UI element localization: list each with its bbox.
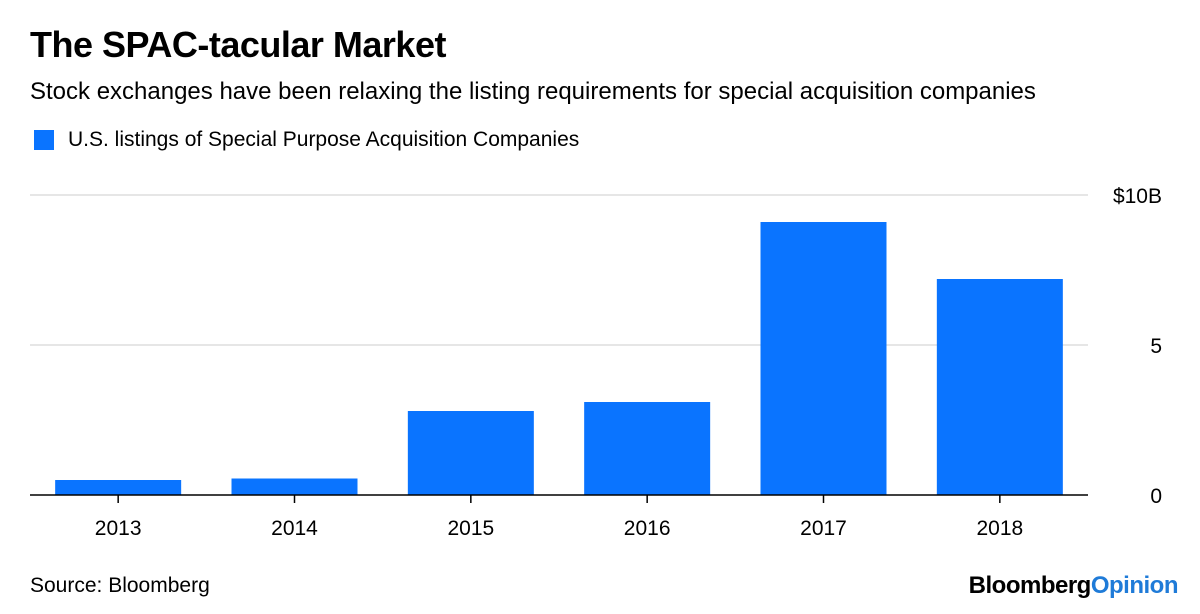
bar-2013 (55, 480, 182, 495)
bar-2016 (584, 402, 711, 495)
x-tick-label: 2014 (271, 517, 318, 540)
x-tick-label: 2013 (95, 517, 142, 540)
y-tick-label: $10B (1113, 185, 1162, 208)
bar-2017 (760, 222, 887, 495)
bar-2015 (407, 411, 534, 495)
source-note: Source: Bloomberg (30, 574, 210, 597)
x-tick-label: 2016 (624, 517, 671, 540)
brand-primary: Bloomberg (968, 572, 1092, 599)
legend: U.S. listings of Special Purpose Acquisi… (34, 128, 579, 152)
y-tick-label: 0 (1150, 485, 1162, 508)
brand-logo: BloombergOpinion (968, 572, 1179, 600)
bar-2018 (936, 279, 1063, 495)
brand-secondary: Opinion (1090, 572, 1179, 599)
x-tick-label: 2018 (976, 517, 1023, 540)
x-tick-label: 2017 (800, 517, 847, 540)
legend-label: U.S. listings of Special Purpose Acquisi… (68, 128, 580, 151)
x-tick-label: 2015 (447, 517, 494, 540)
legend-swatch (34, 130, 54, 150)
chart-subtitle: Stock exchanges have been relaxing the l… (30, 78, 1036, 105)
chart-title: The SPAC-tacular Market (30, 24, 446, 65)
y-tick-label: 5 (1150, 335, 1162, 358)
bar-2014 (231, 478, 358, 495)
